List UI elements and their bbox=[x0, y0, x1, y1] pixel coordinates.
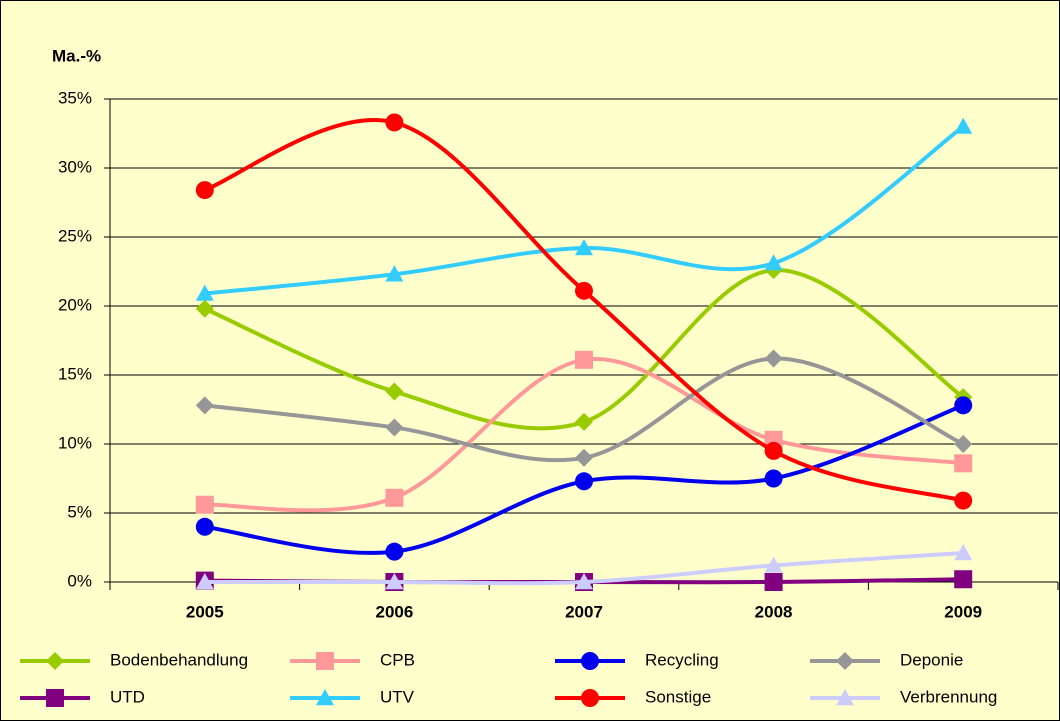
marker bbox=[385, 113, 404, 132]
legend-label: UTV bbox=[380, 687, 415, 706]
marker bbox=[46, 652, 64, 670]
marker bbox=[575, 412, 593, 431]
marker bbox=[575, 350, 593, 369]
y-tick-label: 15% bbox=[58, 364, 92, 383]
y-axis-title: Ma.-% bbox=[52, 46, 101, 65]
marker bbox=[385, 382, 404, 401]
y-tick-label: 20% bbox=[58, 295, 92, 314]
marker bbox=[195, 517, 214, 536]
x-tick-label: 2005 bbox=[186, 602, 224, 621]
y-tick-label: 25% bbox=[58, 226, 92, 245]
marker bbox=[195, 396, 214, 415]
y-tick-label: 0% bbox=[67, 571, 92, 590]
marker bbox=[575, 239, 593, 256]
marker bbox=[385, 265, 404, 282]
marker bbox=[195, 181, 214, 200]
y-tick-label: 5% bbox=[67, 502, 92, 521]
marker bbox=[195, 495, 214, 514]
marker bbox=[195, 299, 214, 318]
marker bbox=[316, 689, 334, 706]
marker bbox=[764, 573, 783, 591]
legend-label: Verbrennung bbox=[900, 687, 997, 706]
series-line bbox=[204, 124, 965, 296]
x-tick-label: 2009 bbox=[944, 602, 982, 621]
marker bbox=[575, 448, 593, 467]
marker bbox=[954, 117, 973, 134]
marker bbox=[764, 556, 783, 573]
marker bbox=[195, 573, 214, 590]
legend-label: CPB bbox=[380, 650, 415, 669]
marker bbox=[764, 349, 783, 368]
marker bbox=[954, 544, 973, 561]
marker bbox=[385, 418, 404, 437]
marker bbox=[836, 652, 854, 670]
marker bbox=[575, 281, 593, 300]
marker bbox=[46, 689, 64, 707]
legend-label: Bodenbehandlung bbox=[110, 650, 248, 669]
legend-label: UTD bbox=[110, 687, 145, 706]
marker bbox=[954, 454, 973, 473]
marker bbox=[954, 491, 973, 510]
x-tick-label: 2007 bbox=[565, 602, 603, 621]
marker bbox=[954, 435, 973, 453]
marker bbox=[316, 652, 334, 670]
y-tick-label: 30% bbox=[58, 157, 92, 176]
x-tick-label: 2008 bbox=[755, 602, 793, 621]
legend-label: Deponie bbox=[900, 650, 963, 669]
x-tick-label: 2006 bbox=[375, 602, 413, 621]
legend-label: Sonstige bbox=[645, 687, 711, 706]
marker bbox=[954, 570, 973, 589]
marker bbox=[836, 689, 854, 706]
marker bbox=[764, 469, 783, 488]
marker bbox=[385, 573, 404, 590]
marker bbox=[764, 441, 783, 460]
marker bbox=[575, 573, 593, 590]
marker bbox=[581, 652, 599, 670]
marker bbox=[575, 472, 593, 491]
marker bbox=[385, 542, 404, 561]
y-tick-label: 10% bbox=[58, 433, 92, 452]
marker bbox=[195, 284, 214, 301]
marker bbox=[954, 396, 973, 415]
marker bbox=[764, 254, 783, 271]
legend-label: Recycling bbox=[645, 650, 719, 669]
y-tick-label: 35% bbox=[58, 88, 92, 107]
marker bbox=[385, 488, 404, 507]
marker bbox=[581, 689, 599, 707]
